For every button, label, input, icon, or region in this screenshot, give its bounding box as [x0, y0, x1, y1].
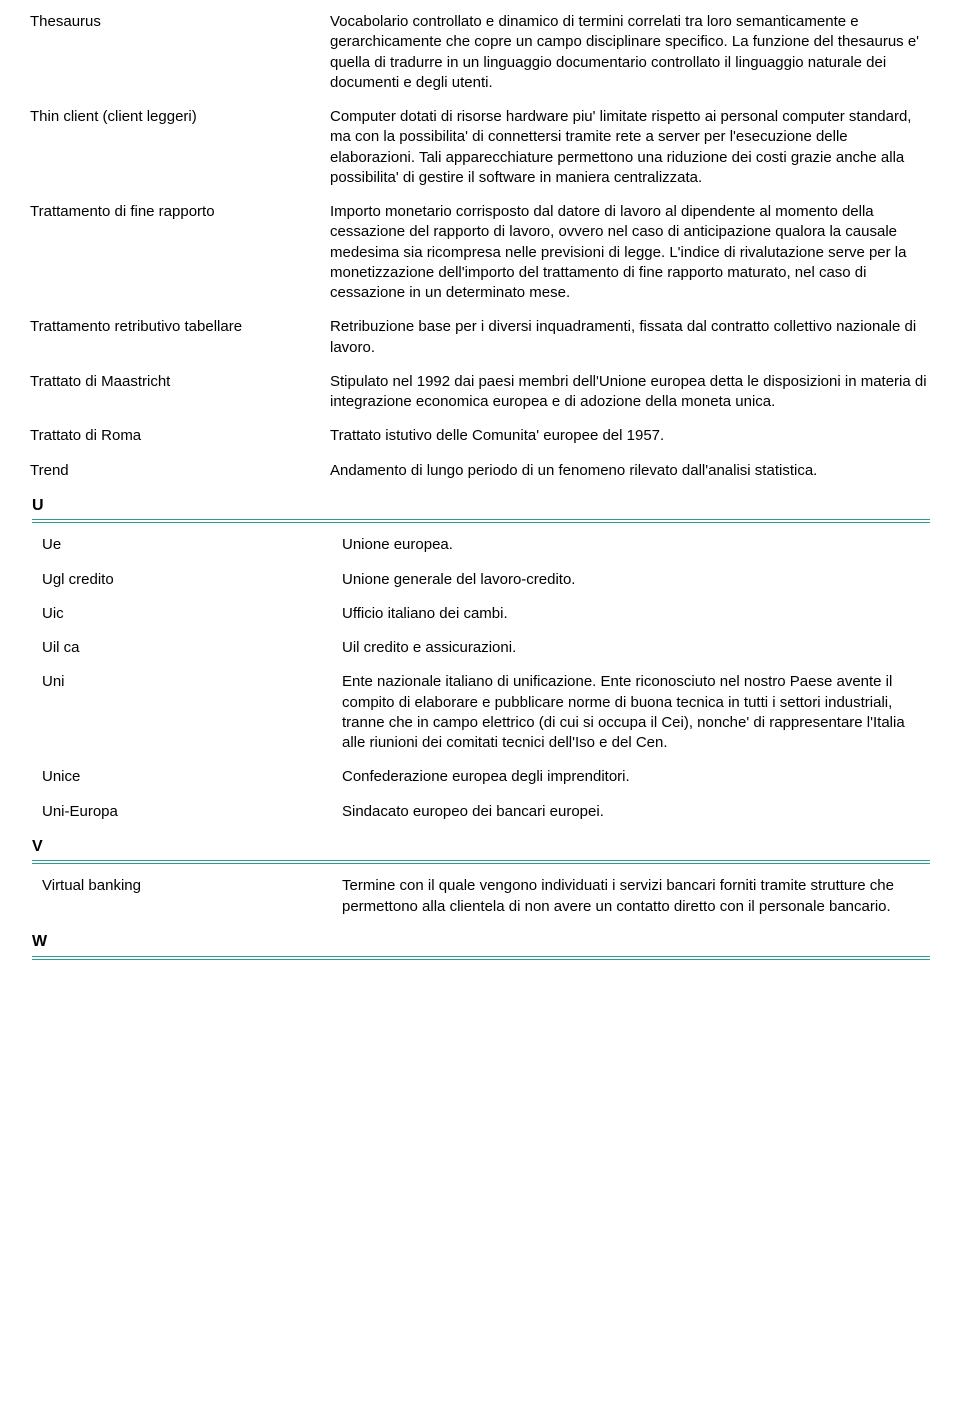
- glossary-term: Ugl credito: [42, 570, 342, 590]
- glossary-term: Thesaurus: [30, 12, 330, 93]
- glossary-definition: Importo monetario corrisposto dal datore…: [330, 202, 930, 303]
- glossary-entry: Trattato di Maastricht Stipulato nel 199…: [30, 372, 930, 413]
- glossary-entry: Uni Ente nazionale italiano di unificazi…: [42, 672, 930, 753]
- section-divider: [32, 519, 930, 523]
- glossary-term: Trattato di Roma: [30, 426, 330, 446]
- section-divider: [32, 956, 930, 960]
- glossary-term: Ue: [42, 535, 342, 555]
- glossary-term: Thin client (client leggeri): [30, 107, 330, 188]
- glossary-entry: Trattamento di fine rapporto Importo mon…: [30, 202, 930, 303]
- glossary-definition: Vocabolario controllato e dinamico di te…: [330, 12, 930, 93]
- section-heading-w: W: [30, 931, 930, 953]
- glossary-entry: Uni-Europa Sindacato europeo dei bancari…: [42, 802, 930, 822]
- glossary-definition: Ufficio italiano dei cambi.: [342, 604, 930, 624]
- glossary-entry: Unice Confederazione europea degli impre…: [42, 767, 930, 787]
- glossary-definition: Unione generale del lavoro-credito.: [342, 570, 930, 590]
- glossary-entry: Virtual banking Termine con il quale ven…: [42, 876, 930, 917]
- section-divider: [32, 860, 930, 864]
- glossary-entry: Thesaurus Vocabolario controllato e dina…: [30, 12, 930, 93]
- glossary-term: Trattamento retributivo tabellare: [30, 317, 330, 358]
- glossary-term: Trend: [30, 461, 330, 481]
- section-heading-v: V: [30, 836, 930, 858]
- glossary-term: Trattamento di fine rapporto: [30, 202, 330, 303]
- glossary-definition: Computer dotati di risorse hardware piu'…: [330, 107, 930, 188]
- glossary-term: Uic: [42, 604, 342, 624]
- glossary-term: Virtual banking: [42, 876, 342, 917]
- glossary-entry: Thin client (client leggeri) Computer do…: [30, 107, 930, 188]
- glossary-definition: Stipulato nel 1992 dai paesi membri dell…: [330, 372, 930, 413]
- glossary-definition: Sindacato europeo dei bancari europei.: [342, 802, 930, 822]
- glossary-entry: Uic Ufficio italiano dei cambi.: [42, 604, 930, 624]
- glossary-definition: Unione europea.: [342, 535, 930, 555]
- glossary-definition: Retribuzione base per i diversi inquadra…: [330, 317, 930, 358]
- section-heading-u: U: [30, 495, 930, 517]
- glossary-entry: Trattato di Roma Trattato istutivo delle…: [30, 426, 930, 446]
- glossary-term: Uni: [42, 672, 342, 753]
- glossary-term: Uil ca: [42, 638, 342, 658]
- glossary-entry: Trend Andamento di lungo periodo di un f…: [30, 461, 930, 481]
- glossary-entry: Ugl credito Unione generale del lavoro-c…: [42, 570, 930, 590]
- glossary-term: Trattato di Maastricht: [30, 372, 330, 413]
- glossary-entry: Trattamento retributivo tabellare Retrib…: [30, 317, 930, 358]
- glossary-definition: Confederazione europea degli imprenditor…: [342, 767, 930, 787]
- glossary-definition: Uil credito e assicurazioni.: [342, 638, 930, 658]
- glossary-definition: Trattato istutivo delle Comunita' europe…: [330, 426, 930, 446]
- glossary-term: Unice: [42, 767, 342, 787]
- glossary-entry: Uil ca Uil credito e assicurazioni.: [42, 638, 930, 658]
- glossary-definition: Andamento di lungo periodo di un fenomen…: [330, 461, 930, 481]
- glossary-definition: Ente nazionale italiano di unificazione.…: [342, 672, 930, 753]
- glossary-definition: Termine con il quale vengono individuati…: [342, 876, 930, 917]
- glossary-term: Uni-Europa: [42, 802, 342, 822]
- glossary-entry: Ue Unione europea.: [42, 535, 930, 555]
